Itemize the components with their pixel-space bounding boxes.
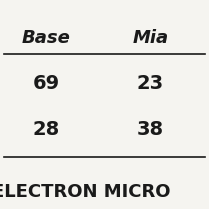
Text: Mia: Mia (133, 29, 168, 47)
Text: Base: Base (22, 29, 70, 47)
Text: 38: 38 (137, 120, 164, 139)
Text: ELECTRON MICRO: ELECTRON MICRO (0, 183, 170, 201)
Text: 69: 69 (32, 74, 60, 93)
Text: 23: 23 (137, 74, 164, 93)
Text: 28: 28 (32, 120, 60, 139)
